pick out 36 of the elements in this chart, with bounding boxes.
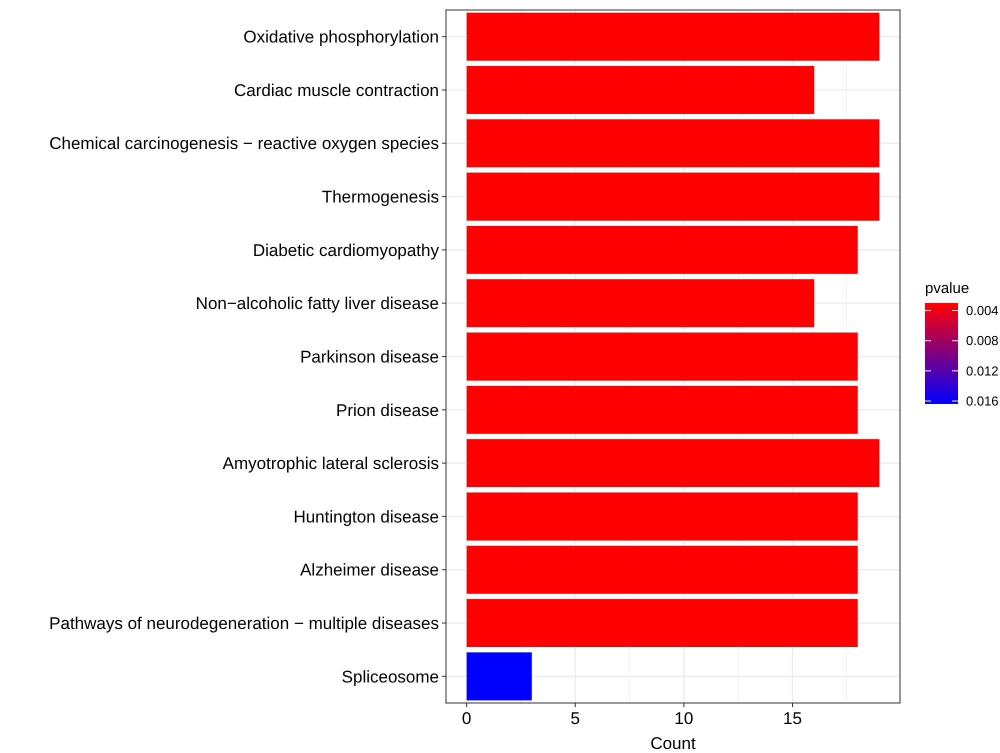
y-tick-label: Spliceosome <box>342 667 439 686</box>
x-tick-label: 0 <box>462 709 472 728</box>
y-tick-label: Thermogenesis <box>322 188 439 207</box>
color-bar-label: 0.012 <box>966 363 999 378</box>
bar <box>466 599 858 648</box>
bar <box>466 652 532 700</box>
color-bar-label: 0.008 <box>966 333 999 348</box>
color-bar-label: 0.016 <box>966 394 999 409</box>
x-tick-label: 15 <box>783 709 802 728</box>
y-tick-label: Prion disease <box>336 400 439 420</box>
bar <box>466 332 858 380</box>
x-tick-label: 10 <box>674 709 694 728</box>
bar <box>466 279 814 328</box>
bar <box>466 226 858 274</box>
bar <box>466 492 858 540</box>
bar <box>466 172 880 221</box>
y-tick-label: Non−alcoholic fatty liver disease <box>196 294 439 314</box>
color-bar-title: pvalue <box>925 280 970 297</box>
y-tick-label: Cardiac muscle contraction <box>234 80 439 100</box>
y-tick-label: Pathways of neurodegeneration − multiple diseases <box>49 614 439 633</box>
bar <box>466 66 814 114</box>
bar <box>466 546 858 594</box>
y-tick-label: Diabetic cardiomyopathy <box>252 240 440 260</box>
x-tick-label: 5 <box>570 709 580 728</box>
y-tick-label: Huntington disease <box>293 507 439 526</box>
y-tick-label: Oxidative phosphorylation <box>243 28 439 47</box>
y-tick-label: Parkinson disease <box>300 347 439 366</box>
bar <box>466 386 858 434</box>
y-tick-label: Chemical carcinogenesis − reactive oxygen species <box>49 134 439 154</box>
bar <box>466 12 880 61</box>
y-tick-label: Alzheimer disease <box>300 560 439 580</box>
color-bar-label: 0.004 <box>966 303 999 318</box>
bar <box>466 439 880 488</box>
y-tick-label: Amyotrophic lateral sclerosis <box>222 454 439 474</box>
x-axis-title: Count <box>650 734 696 753</box>
bar <box>466 119 880 168</box>
